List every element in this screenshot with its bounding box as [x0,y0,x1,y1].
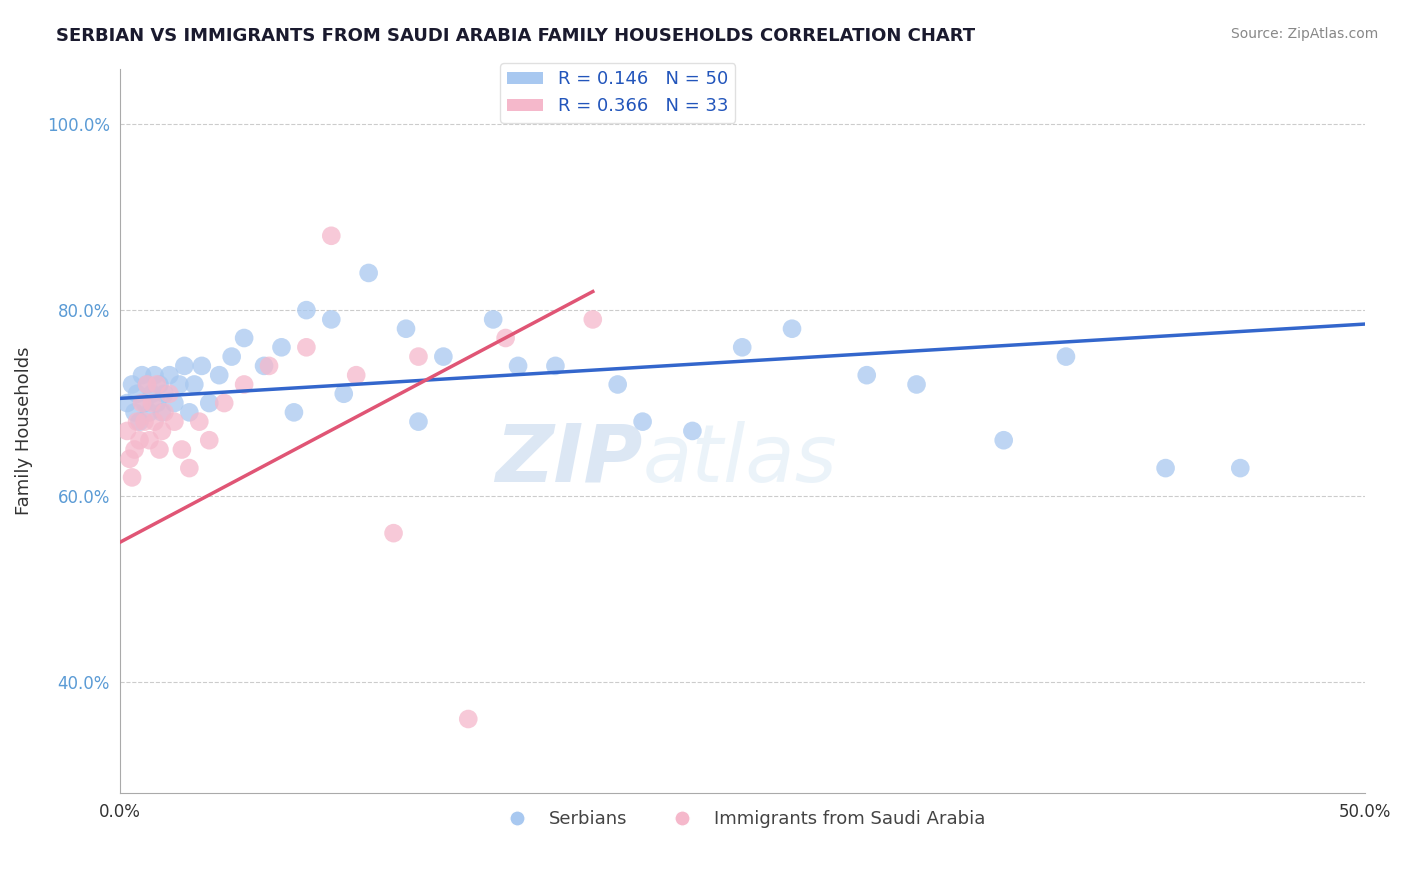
Point [382,526,405,541]
Point [321,228,343,243]
Point [136,377,159,392]
Point [125,386,148,401]
Text: atlas: atlas [643,421,838,499]
Point [432,350,454,364]
Point [408,415,430,429]
Point [681,424,703,438]
Point [146,377,169,392]
Point [157,368,180,383]
Y-axis label: Family Households: Family Households [15,347,32,516]
Point [148,377,170,392]
Point [121,470,143,484]
Point [179,461,201,475]
Text: Source: ZipAtlas.com: Source: ZipAtlas.com [1230,27,1378,41]
Point [153,405,176,419]
Point [124,442,146,457]
Point [134,396,156,410]
Point [136,377,159,392]
Point [257,359,280,373]
Point [183,377,205,392]
Point [118,451,141,466]
Point [131,396,153,410]
Point [395,322,418,336]
Point [198,434,221,448]
Point [1229,461,1251,475]
Point [131,368,153,383]
Point [128,415,150,429]
Point [170,442,193,457]
Point [221,350,243,364]
Point [408,350,430,364]
Point [150,424,173,438]
Point [188,415,211,429]
Point [173,359,195,373]
Point [125,415,148,429]
Point [148,442,170,457]
Text: SERBIAN VS IMMIGRANTS FROM SAUDI ARABIA FAMILY HOUSEHOLDS CORRELATION CHART: SERBIAN VS IMMIGRANTS FROM SAUDI ARABIA … [56,27,976,45]
Point [1154,461,1177,475]
Point [631,415,654,429]
Point [780,322,803,336]
Point [198,396,221,410]
Point [731,340,754,354]
Point [270,340,292,354]
Point [212,396,235,410]
Point [506,359,529,373]
Point [295,340,318,354]
Point [138,405,160,419]
Point [150,405,173,419]
Point [208,368,231,383]
Point [332,386,354,401]
Point [121,377,143,392]
Point [141,396,163,410]
Point [482,312,505,326]
Point [153,386,176,401]
Point [233,377,256,392]
Point [143,368,166,383]
Point [179,405,201,419]
Point [128,434,150,448]
Point [146,396,169,410]
Point [141,386,163,401]
Point [495,331,517,345]
Point [283,405,305,419]
Point [115,424,138,438]
Point [855,368,877,383]
Text: ZIP: ZIP [495,421,643,499]
Point [1054,350,1077,364]
Point [582,312,605,326]
Point [295,303,318,318]
Point [163,396,186,410]
Point [134,415,156,429]
Point [544,359,567,373]
Point [163,415,186,429]
Legend: Serbians, Immigrants from Saudi Arabia: Serbians, Immigrants from Saudi Arabia [492,803,993,835]
Point [143,415,166,429]
Point [191,359,214,373]
Point [124,405,146,419]
Point [138,434,160,448]
Point [115,396,138,410]
Point [157,386,180,401]
Point [993,434,1015,448]
Point [169,377,191,392]
Point [606,377,628,392]
Point [321,312,343,326]
Point [344,368,367,383]
Point [357,266,380,280]
Point [253,359,276,373]
Point [457,712,479,726]
Point [905,377,928,392]
Point [233,331,256,345]
